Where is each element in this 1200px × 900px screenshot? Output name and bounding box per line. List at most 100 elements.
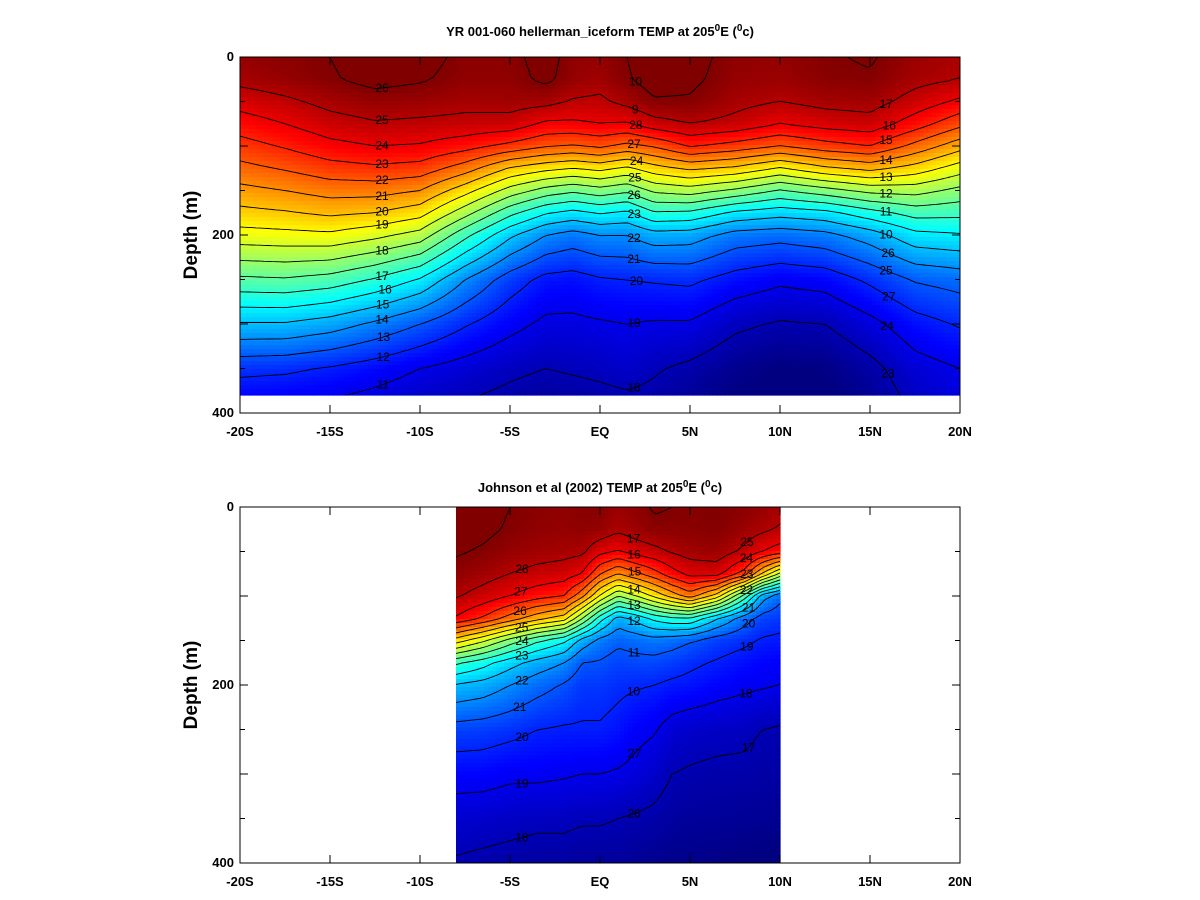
heat-cell xyxy=(684,137,689,142)
heat-cell xyxy=(748,57,753,62)
heat-cell xyxy=(448,93,453,98)
heat-cell xyxy=(748,165,753,170)
heat-cell xyxy=(644,157,649,162)
heat-cell xyxy=(648,81,653,86)
heat-cell xyxy=(492,93,497,98)
heat-cell xyxy=(824,89,829,94)
heat-cell xyxy=(240,101,245,106)
heat-cell xyxy=(240,65,245,70)
heat-cell xyxy=(652,93,657,98)
heat-cell xyxy=(688,129,693,134)
heat-cell xyxy=(944,77,949,82)
heat-cell xyxy=(820,93,825,98)
heat-cell xyxy=(688,69,693,74)
heat-cell xyxy=(328,161,333,166)
heat-cell xyxy=(568,165,573,170)
heat-cell xyxy=(392,101,397,106)
heat-cell xyxy=(860,153,865,158)
heat-cell xyxy=(744,165,749,170)
heat-cell xyxy=(800,105,805,110)
heat-cell xyxy=(444,81,449,86)
heat-cell xyxy=(888,129,893,134)
heat-cell xyxy=(412,57,417,62)
heat-cell xyxy=(280,137,285,142)
heat-cell xyxy=(240,89,245,94)
heat-cell xyxy=(940,117,945,122)
heat-cell xyxy=(836,109,841,114)
heat-cell xyxy=(340,105,345,110)
heat-cell xyxy=(448,133,453,138)
heat-cell xyxy=(696,109,701,114)
heat-cell xyxy=(348,165,353,170)
heat-cell xyxy=(308,137,313,142)
heat-cell xyxy=(704,161,709,166)
heat-cell xyxy=(252,105,257,110)
heat-cell xyxy=(788,125,793,130)
heat-cell xyxy=(380,109,385,114)
heat-cell xyxy=(640,97,645,102)
heat-cell xyxy=(288,93,293,98)
heat-cell xyxy=(820,145,825,150)
heat-cell xyxy=(608,57,613,62)
panel-1-title: YR 001-060 hellerman_iceform TEMP at 205… xyxy=(446,23,754,40)
heat-cell xyxy=(560,161,565,166)
heat-cell xyxy=(680,109,685,114)
heat-cell xyxy=(632,105,637,110)
heat-cell xyxy=(656,157,661,162)
heat-cell xyxy=(464,77,469,82)
heat-cell xyxy=(496,105,501,110)
heat-cell xyxy=(308,65,313,70)
heat-cell xyxy=(492,113,497,118)
heat-cell xyxy=(548,125,553,130)
heat-cell xyxy=(276,121,281,126)
heat-cell xyxy=(312,65,317,70)
heat-cell xyxy=(472,69,477,74)
heat-cell xyxy=(392,105,397,110)
heat-cell xyxy=(268,89,273,94)
heat-cell xyxy=(292,101,297,106)
heat-cell xyxy=(260,101,265,106)
heat-cell xyxy=(288,145,293,150)
heat-cell xyxy=(340,133,345,138)
heat-cell xyxy=(300,133,305,138)
heat-cell xyxy=(724,65,729,70)
heat-cell xyxy=(608,61,613,66)
heat-cell xyxy=(860,121,865,126)
heat-cell xyxy=(444,117,449,122)
heat-cell xyxy=(344,61,349,66)
heat-cell xyxy=(320,165,325,170)
heat-cell xyxy=(516,165,521,170)
heat-cell xyxy=(304,161,309,166)
heat-cell xyxy=(644,105,649,110)
heat-cell xyxy=(584,153,589,158)
heat-cell xyxy=(540,125,545,130)
heat-cell xyxy=(580,69,585,74)
heat-cell xyxy=(804,105,809,110)
heat-cell xyxy=(360,101,365,106)
heat-cell xyxy=(420,165,425,170)
heat-cell xyxy=(876,109,881,114)
heat-cell xyxy=(400,89,405,94)
heat-cell xyxy=(476,81,481,86)
heat-cell xyxy=(620,81,625,86)
heat-cell xyxy=(592,65,597,70)
heat-cell xyxy=(392,109,397,114)
heat-cell xyxy=(612,113,617,118)
heat-cell xyxy=(940,113,945,118)
heat-cell xyxy=(776,101,781,106)
heat-cell xyxy=(320,137,325,142)
heat-cell xyxy=(860,81,865,86)
heat-cell xyxy=(936,81,941,86)
heat-cell xyxy=(948,125,953,130)
heat-cell xyxy=(776,65,781,70)
heat-cell xyxy=(648,57,653,62)
heat-cell xyxy=(760,157,765,162)
heat-cell xyxy=(436,149,441,154)
heat-cell xyxy=(780,137,785,142)
heat-cell xyxy=(532,73,537,78)
heat-cell xyxy=(496,97,501,102)
heat-cell xyxy=(852,153,857,158)
heat-cell xyxy=(920,161,925,166)
heat-cell xyxy=(580,117,585,122)
heat-cell xyxy=(528,57,533,62)
